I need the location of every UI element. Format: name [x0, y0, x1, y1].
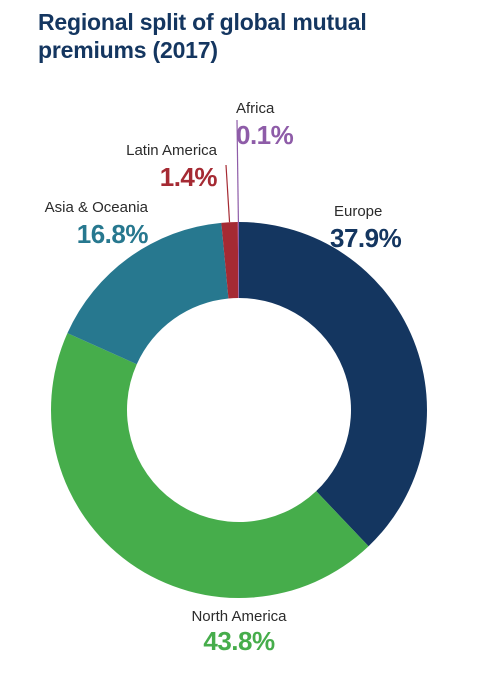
chart-title: Regional split of global mutual premiums… — [38, 9, 367, 63]
label-value-north-america: 43.8% — [203, 626, 275, 656]
label-name-europe: Europe — [334, 203, 382, 220]
leader-line-africa — [236, 119, 240, 223]
label-value-latin-america: 1.4% — [160, 162, 218, 192]
label-name-latin-america: Latin America — [126, 142, 218, 159]
slice-latin-america — [221, 222, 239, 299]
label-value-africa: 0.1% — [236, 120, 294, 150]
label-value-europe: 37.9% — [330, 223, 402, 253]
donut-slices — [50, 222, 428, 599]
slice-north-america — [50, 333, 369, 599]
slice-europe — [239, 222, 428, 547]
label-name-north-america: North America — [191, 608, 287, 625]
label-value-asia-and-oceania: 16.8% — [77, 219, 149, 249]
label-name-africa: Africa — [236, 100, 275, 117]
slice-africa — [237, 222, 239, 299]
slice-asia-and-oceania — [67, 222, 229, 365]
leader-line-latin-america — [225, 164, 231, 223]
leader-lines — [225, 119, 240, 223]
label-name-asia-and-oceania: Asia & Oceania — [45, 199, 149, 216]
